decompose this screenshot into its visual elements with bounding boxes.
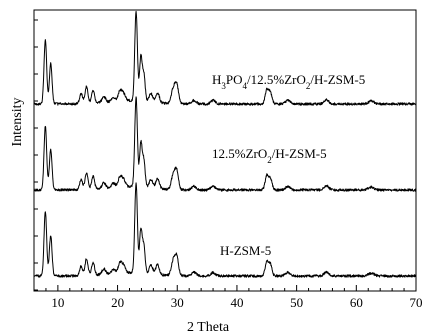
series-layer <box>33 10 417 278</box>
y-axis-ticks <box>34 19 38 291</box>
series-labels: H3PO4/12.5%ZrO2/H-ZSM-5 12.5%ZrO2/H-ZSM-5… <box>212 72 365 258</box>
x-axis-title: 2 Theta <box>187 320 230 335</box>
x-tick-label: 60 <box>350 295 363 310</box>
x-tick-label: 50 <box>290 295 303 310</box>
x-axis-ticks: 10 20 30 40 50 60 70 <box>33 285 422 310</box>
y-axis-title: Intensity <box>10 98 25 147</box>
series-label: H3PO4/12.5%ZrO2/H-ZSM-5 <box>212 72 365 91</box>
x-tick-label: 20 <box>111 295 124 310</box>
x-tick-label: 30 <box>171 295 184 310</box>
x-tick-label: 10 <box>51 295 64 310</box>
xrd-pattern-line <box>33 10 417 106</box>
x-tick-label: 70 <box>410 295 422 310</box>
series-label: 12.5%ZrO2/H-ZSM-5 <box>212 146 327 165</box>
xrd-pattern-line <box>33 182 417 278</box>
xrd-pattern-line <box>33 96 417 192</box>
x-tick-label: 40 <box>230 295 243 310</box>
series-label: H-ZSM-5 <box>220 243 271 258</box>
